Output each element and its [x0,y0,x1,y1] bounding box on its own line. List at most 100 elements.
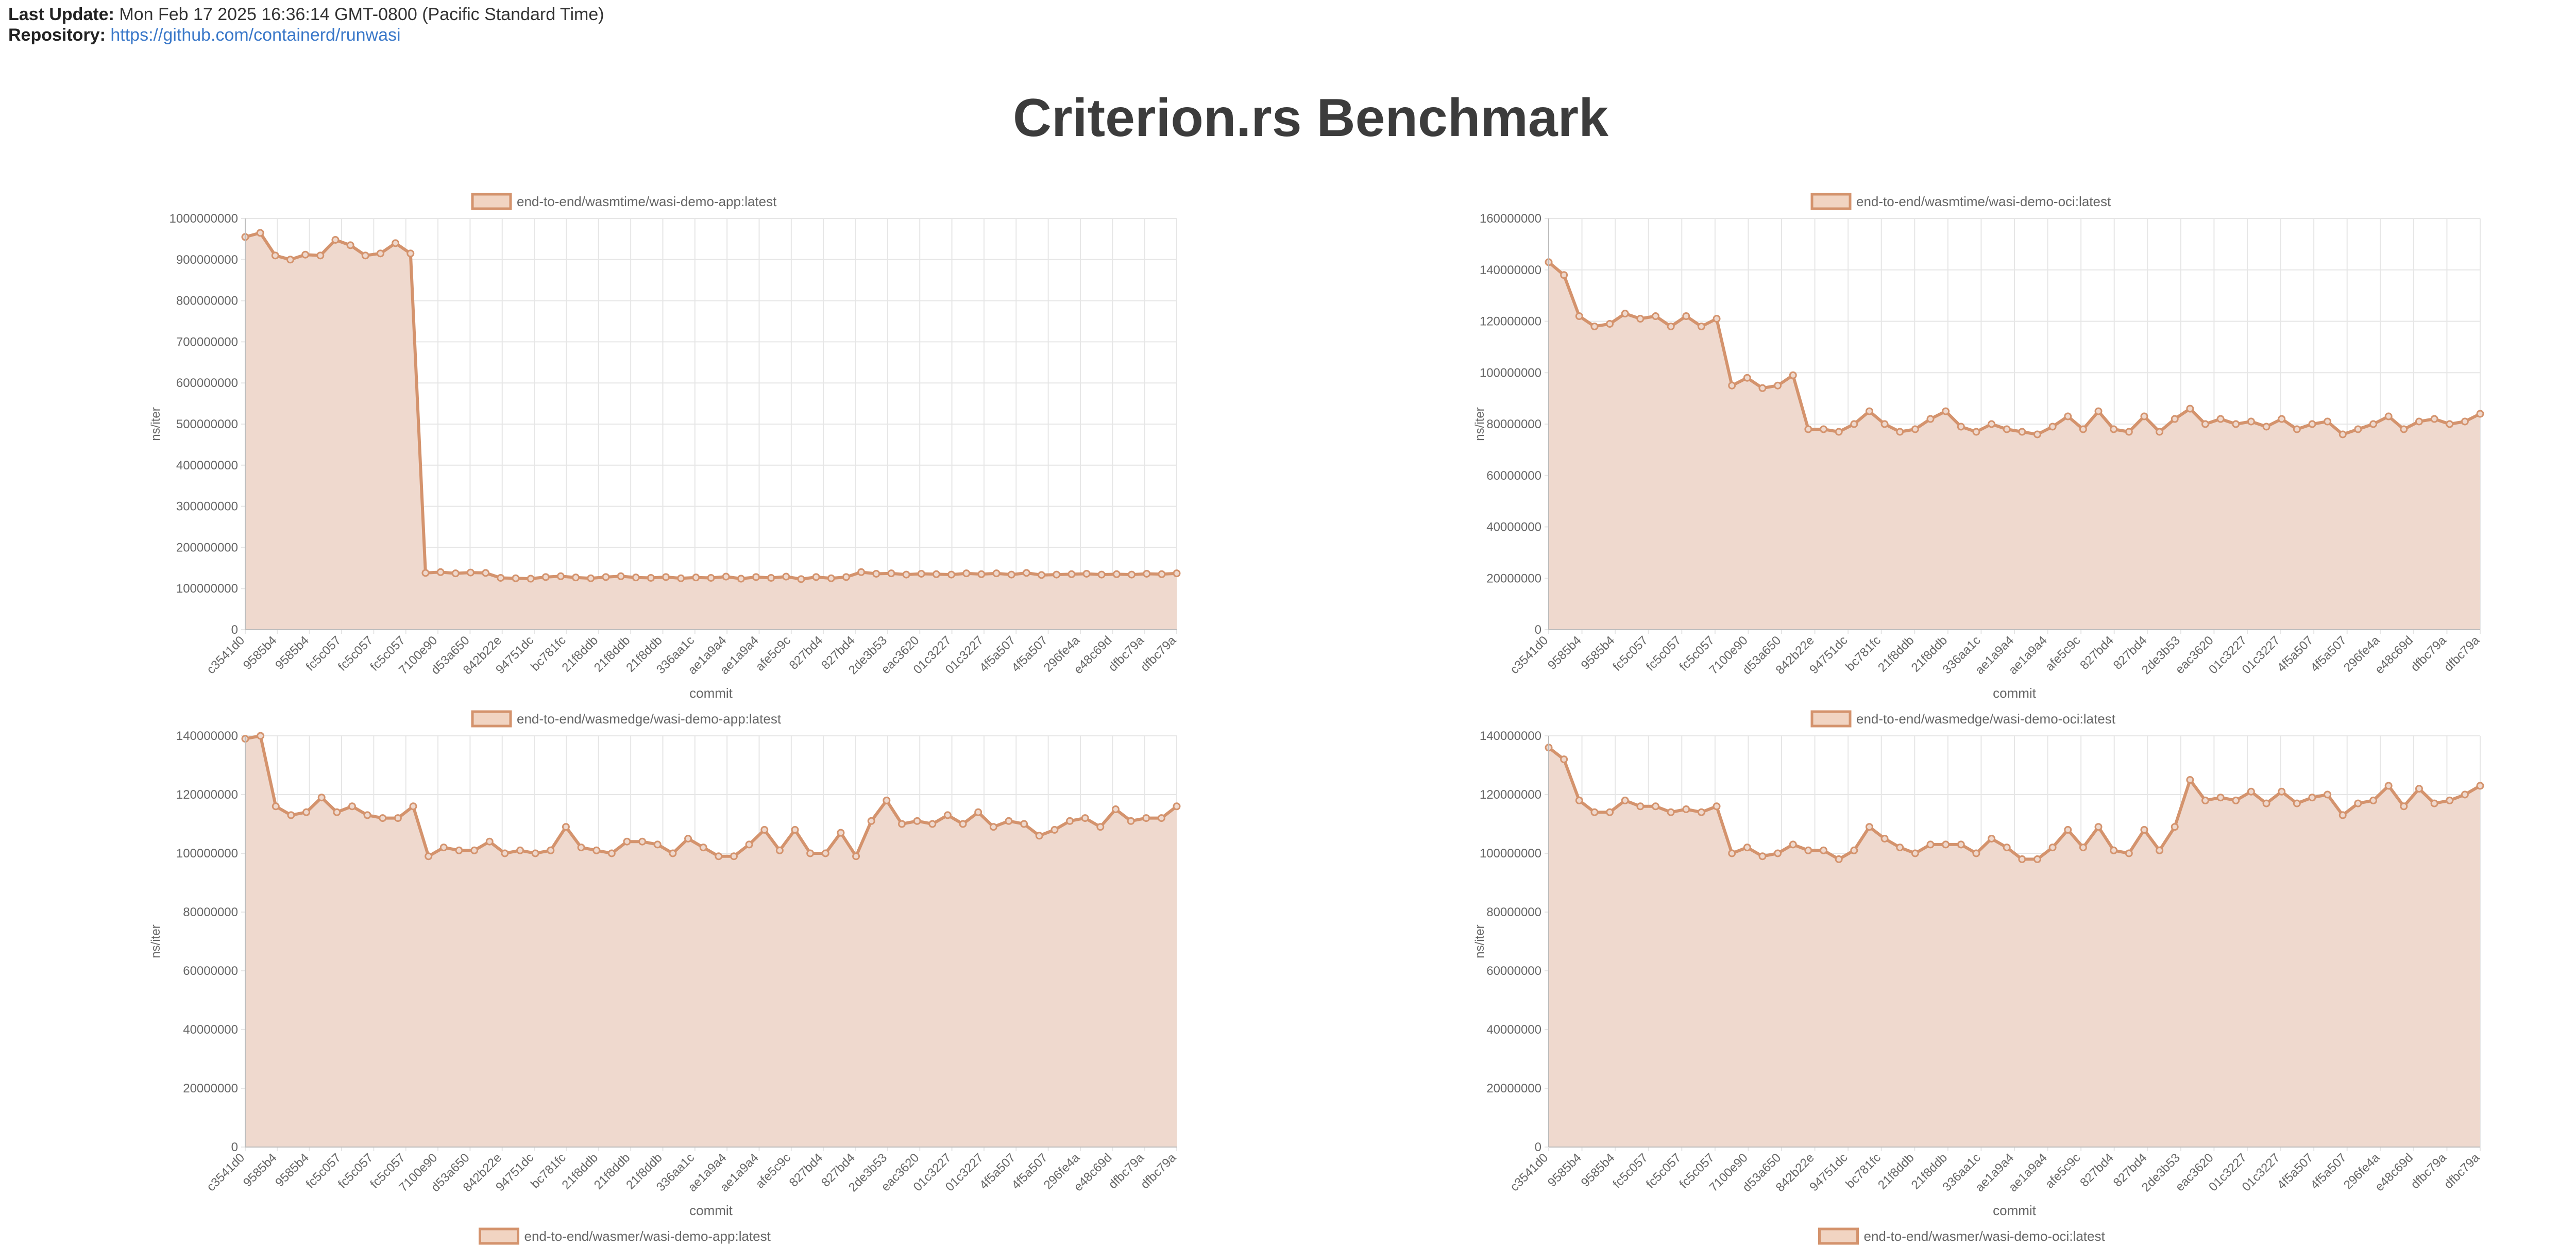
data-point[interactable] [302,808,311,816]
data-point[interactable] [1942,840,1950,849]
data-point[interactable] [512,574,520,582]
data-point[interactable] [2125,849,2133,857]
data-point[interactable] [392,239,400,247]
data-point[interactable] [317,794,326,802]
data-point[interactable] [2247,417,2255,426]
data-point[interactable] [394,814,402,822]
data-point[interactable] [346,241,354,249]
data-point[interactable] [752,573,760,581]
legend[interactable]: end-to-end/wasmtime/wasi-demo-app:latest [471,193,777,210]
data-point[interactable] [1096,823,1105,831]
data-point[interactable] [1621,796,1629,804]
data-point[interactable] [1053,570,1061,579]
data-point[interactable] [257,732,265,740]
data-point[interactable] [1865,823,1873,831]
data-point[interactable] [1789,840,1797,849]
data-point[interactable] [2140,412,2148,420]
data-point[interactable] [301,250,310,259]
data-point[interactable] [775,846,784,854]
data-point[interactable] [2171,823,2179,831]
data-point[interactable] [1713,315,1721,323]
data-point[interactable] [1804,425,1812,433]
data-point[interactable] [1020,820,1028,828]
data-point[interactable] [1575,312,1583,321]
data-point[interactable] [1820,846,1828,854]
data-point[interactable] [872,569,880,578]
data-point[interactable] [602,573,610,581]
data-point[interactable] [782,572,790,581]
data-point[interactable] [917,569,925,578]
data-point[interactable] [867,817,875,825]
data-point[interactable] [439,844,448,852]
data-point[interactable] [485,837,494,846]
data-point[interactable] [1682,805,1690,813]
data-point[interactable] [470,846,479,854]
data-point[interactable] [1758,384,1767,392]
data-point[interactable] [531,849,539,857]
data-point[interactable] [2430,415,2438,423]
data-point[interactable] [932,570,940,578]
data-point[interactable] [684,835,692,842]
data-point[interactable] [662,573,670,581]
data-point[interactable] [857,568,866,576]
data-point[interactable] [361,251,369,260]
data-point[interactable] [1636,802,1645,811]
data-point[interactable] [1697,322,1705,330]
data-point[interactable] [2278,415,2286,423]
data-point[interactable] [497,574,505,582]
data-point[interactable] [2369,796,2378,804]
data-point[interactable] [2476,782,2484,790]
data-point[interactable] [821,849,829,857]
data-point[interactable] [287,811,295,819]
data-point[interactable] [2110,425,2118,433]
data-point[interactable] [2384,782,2393,790]
data-point[interactable] [2156,846,2164,854]
data-point[interactable] [1575,796,1583,804]
legend[interactable]: end-to-end/wasmedge/wasi-demo-app:latest [471,710,782,728]
data-point[interactable] [1606,808,1614,816]
data-point[interactable] [2338,811,2347,819]
data-point[interactable] [699,844,707,852]
data-point[interactable] [466,568,474,577]
data-point[interactable] [1667,322,1675,330]
data-point[interactable] [2140,825,2148,834]
data-point[interactable] [482,569,490,577]
data-point[interactable] [501,849,509,857]
data-point[interactable] [2446,796,2454,804]
data-point[interactable] [516,846,524,854]
data-point[interactable] [2156,428,2164,436]
data-point[interactable] [767,574,775,582]
data-point[interactable] [316,251,325,260]
data-point[interactable] [1651,802,1659,811]
data-point[interactable] [2308,420,2316,428]
data-point[interactable] [1173,802,1181,811]
data-point[interactable] [2110,846,2118,854]
data-point[interactable] [1667,808,1675,816]
data-point[interactable] [1066,817,1074,825]
data-point[interactable] [1111,805,1120,813]
data-point[interactable] [887,569,895,578]
data-point[interactable] [692,574,700,582]
data-point[interactable] [1590,322,1599,330]
data-point[interactable] [2232,420,2240,428]
data-point[interactable] [2400,802,2408,811]
data-point[interactable] [827,574,835,582]
data-point[interactable] [730,852,738,861]
data-point[interactable] [974,808,982,816]
data-point[interactable] [707,574,715,582]
data-point[interactable] [1865,407,1873,415]
data-point[interactable] [1082,569,1091,578]
data-point[interactable] [2048,844,2057,852]
data-point[interactable] [1988,835,1996,842]
legend[interactable]: end-to-end/wasmtime/wasi-demo-oci:latest [1810,193,2111,210]
data-point[interactable] [1804,846,1812,854]
data-point[interactable] [527,575,535,583]
data-point[interactable] [2064,825,2072,834]
legend[interactable]: end-to-end/wasmer/wasi-demo-app:latest [479,1227,771,1245]
data-point[interactable] [2125,428,2133,436]
data-point[interactable] [1636,315,1645,323]
data-point[interactable] [1942,407,1950,415]
data-point[interactable] [883,796,891,804]
data-point[interactable] [623,837,631,846]
data-point[interactable] [647,574,655,582]
